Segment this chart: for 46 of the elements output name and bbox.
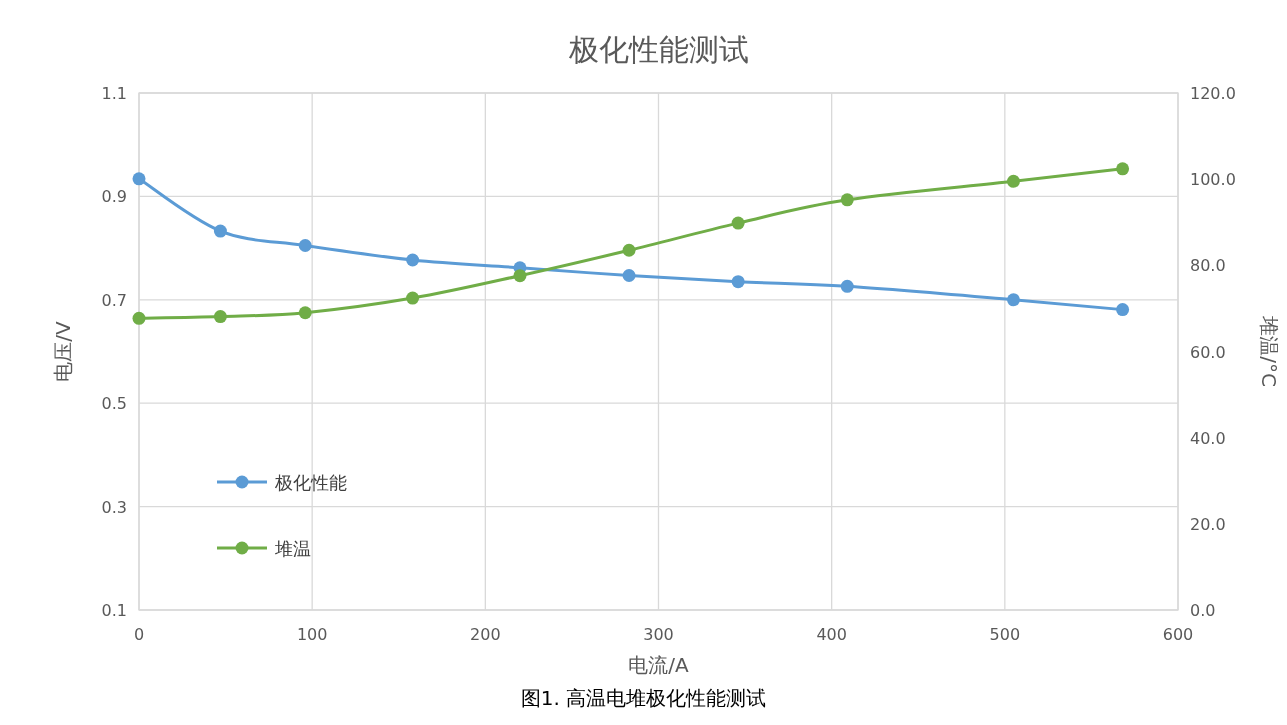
caption: 图1. 高温电堆极化性能测试 [520,686,767,710]
chart-title: 极化性能测试 [567,32,749,67]
point [213,224,227,238]
x-tick-label: 500 [989,625,1021,644]
x-axis-title: 电流/A [628,653,690,677]
point [840,279,854,293]
point [622,243,636,257]
point [1006,174,1020,188]
y-tick-label: 0.3 [101,497,127,517]
y-tick-label: 0.5 [101,394,127,414]
y2-tick-label: 100.0 [1190,170,1236,190]
legend-label: 极化性能 [274,472,347,493]
y-tick-label: 0.7 [101,290,127,310]
x-tick-label: 100 [296,625,328,644]
legend-label: 堆温 [274,538,311,559]
point [406,253,420,267]
y2-tick-label: 60.0 [1190,342,1226,362]
y2-axis-title: 堆温/°C [1257,315,1281,387]
y2-tick-label: 80.0 [1190,256,1226,276]
point [731,216,745,230]
point [213,310,227,324]
x-tick-label: 400 [816,625,847,644]
x-tick-label: 200 [470,625,501,644]
point [1116,303,1130,317]
point [298,239,312,253]
point [132,172,146,186]
x-tick-label: 0 [133,625,145,644]
y-tick-label: 0.1 [101,601,127,620]
point [513,269,527,283]
y-axis-title: 电压/V [51,320,75,382]
point [840,193,854,207]
point [298,306,312,320]
point [1006,293,1020,307]
point [1116,162,1130,176]
y2-tick-label: 120.0 [1190,84,1236,103]
point [406,291,420,305]
y2-tick-label: 40.0 [1190,428,1226,448]
y2-tick-label: 20.0 [1190,514,1226,534]
point [731,275,745,289]
y2-tick-label: 0.0 [1190,601,1216,620]
x-tick-label: 600 [1162,625,1194,644]
y-tick-label: 0.9 [101,187,127,207]
x-tick-label: 300 [643,625,674,644]
point [622,269,636,282]
y-tick-label: 1.1 [101,84,127,103]
point [132,311,146,325]
